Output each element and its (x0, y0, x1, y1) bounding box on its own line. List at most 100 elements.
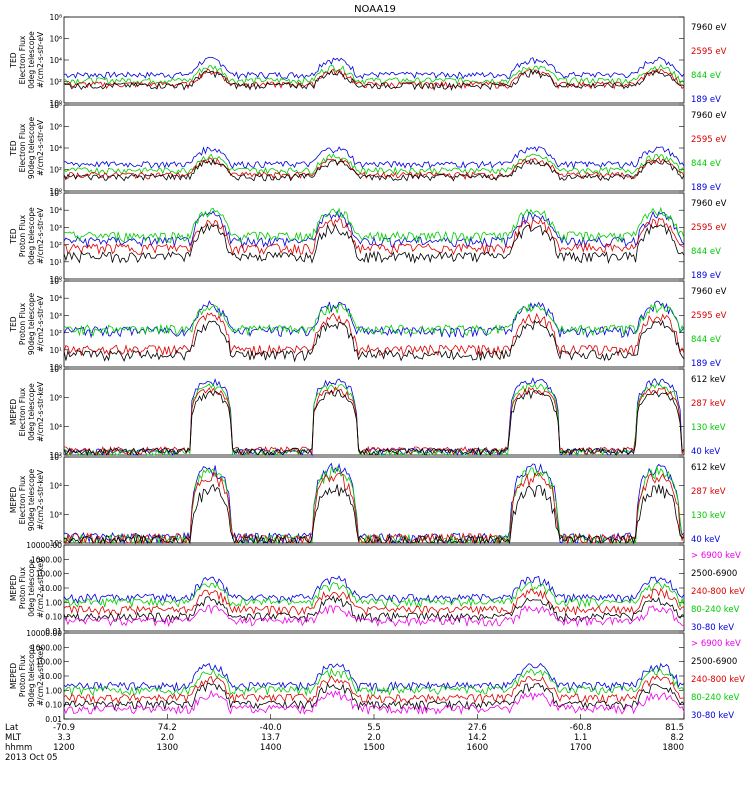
series-line (63, 389, 685, 457)
y-tick-label: 10⁸ (49, 365, 62, 374)
x-tick-hhmm: 1700 (570, 743, 592, 753)
y-axis-label: #/cm2-s-str-eV (36, 119, 45, 176)
y-tick-label: 10² (49, 241, 62, 250)
x-tick-mlt: 13.7 (261, 733, 280, 743)
legend-entry: 2500-6900 (691, 657, 737, 667)
y-axis-label: #/cm2-s-str-keV (36, 469, 45, 530)
y-tick-label: 10⁰ (49, 363, 62, 372)
y-tick-label: 10⁰ (49, 275, 62, 284)
y-tick-label: 10² (49, 166, 62, 175)
y-tick-label: 0.01 (45, 715, 62, 724)
y-tick-label: 10⁵ (49, 189, 62, 198)
series-line (63, 682, 685, 712)
series-line (63, 662, 685, 693)
legend-entry: > 6900 keV (691, 551, 741, 561)
series-line (63, 382, 685, 457)
series-line (64, 386, 685, 456)
legend-entry: 2595 eV (691, 135, 727, 145)
legend-entry: 7960 eV (691, 23, 727, 33)
series-line (63, 667, 685, 697)
series-line (63, 377, 685, 457)
y-tick-label: 10⁴ (49, 482, 62, 491)
legend-entry: 40 keV (691, 535, 720, 545)
y-axis-label: MEPED (9, 399, 18, 425)
y-axis-label: #/cm2-s-str-keV (36, 645, 45, 706)
series-line (63, 64, 685, 86)
y-tick-label: 10⁵ (49, 453, 62, 462)
x-tick-lat: 74.2 (158, 723, 177, 733)
x-tick-hhmm: 1400 (260, 743, 282, 753)
x-tick-lat: 27.6 (468, 723, 487, 733)
series-line (63, 581, 685, 609)
y-axis-label: MEPED (9, 663, 18, 689)
series-line (63, 210, 685, 249)
y-tick-label: 10³ (49, 223, 62, 232)
y-tick-label: 1000.00 (31, 643, 62, 652)
y-axis-label: 0deg telescope (27, 31, 36, 89)
y-tick-label: 1.00 (45, 598, 62, 607)
x-tick-hhmm: 1300 (157, 743, 179, 753)
legend-entry: 7960 eV (691, 111, 727, 121)
y-axis-label: Proton Flux (18, 214, 27, 257)
series-line (63, 153, 685, 176)
panel-frame (63, 192, 685, 280)
y-tick-label: 0.10 (45, 701, 62, 710)
y-tick-label: 10000.00 (26, 629, 62, 638)
legend-entry: 287 keV (691, 487, 726, 497)
x-tick-lat: -60.8 (570, 723, 592, 733)
series-line (63, 587, 685, 617)
legend-entry: 612 keV (691, 463, 726, 473)
x-tick-hhmm: 1200 (53, 743, 75, 753)
panel-frame (63, 16, 685, 104)
legend-entry: 189 eV (691, 359, 721, 369)
legend-entry: 240-800 keV (691, 675, 745, 685)
y-axis-label: #/cm2-s-str-keV (36, 381, 45, 442)
y-tick-label: 10² (49, 451, 62, 460)
x-tick-mlt: 3.3 (57, 733, 71, 743)
footer-row-label: MLT (5, 733, 22, 743)
legend-entry: 30-80 keV (691, 711, 734, 721)
series-line (63, 462, 685, 545)
legend-entry: 2595 eV (691, 311, 727, 321)
series-line (63, 472, 685, 545)
y-tick-label: 10⁴ (49, 294, 62, 303)
y-axis-label: 0deg telescope (27, 207, 36, 265)
y-tick-label: 10⁸ (49, 13, 62, 22)
y-tick-label: 100.00 (36, 658, 62, 667)
y-tick-label: 10⁴ (49, 56, 62, 65)
y-tick-label: 0.10 (45, 613, 62, 622)
footer-row-label: Lat (5, 723, 19, 733)
series-line (63, 465, 685, 545)
series-line (63, 674, 685, 705)
y-tick-label: 10⁰ (49, 187, 62, 196)
series-line (63, 217, 685, 256)
y-tick-label: 10³ (49, 311, 62, 320)
x-tick-lat: 81.5 (665, 723, 684, 733)
y-axis-label: Electron Flux (18, 475, 27, 524)
y-axis-label: 90deg telescope (27, 116, 36, 179)
legend-entry: 7960 eV (691, 199, 727, 209)
legend-entry: 612 keV (691, 375, 726, 385)
x-tick-mlt: 2.0 (161, 733, 175, 743)
y-tick-label: 10⁴ (49, 144, 62, 153)
chart-title: NOAA19 (354, 4, 396, 15)
y-tick-label: 10⁰ (49, 99, 62, 108)
footer-row-label: hhmm (5, 743, 32, 753)
y-axis-label: 90deg telescope (27, 292, 36, 355)
x-tick-mlt: 1.1 (574, 733, 588, 743)
series-line (63, 604, 685, 628)
y-axis-label: MEPED (9, 575, 18, 601)
y-axis-label: 90deg telescope (27, 644, 36, 707)
y-tick-label: 10⁴ (49, 422, 62, 431)
x-tick-lat: -70.9 (53, 723, 75, 733)
y-axis-label: TED (9, 140, 18, 156)
footer-date: 2013 Oct 05 (5, 753, 58, 763)
legend-entry: 80-240 keV (691, 693, 740, 703)
legend-entry: 844 eV (691, 335, 721, 345)
y-axis-label: TED (9, 316, 18, 332)
y-axis-label: 90deg telescope (27, 468, 36, 531)
legend-entry: 287 keV (691, 399, 726, 409)
y-tick-label: 10¹ (49, 258, 62, 267)
y-axis-label: 0deg telescope (27, 383, 36, 441)
